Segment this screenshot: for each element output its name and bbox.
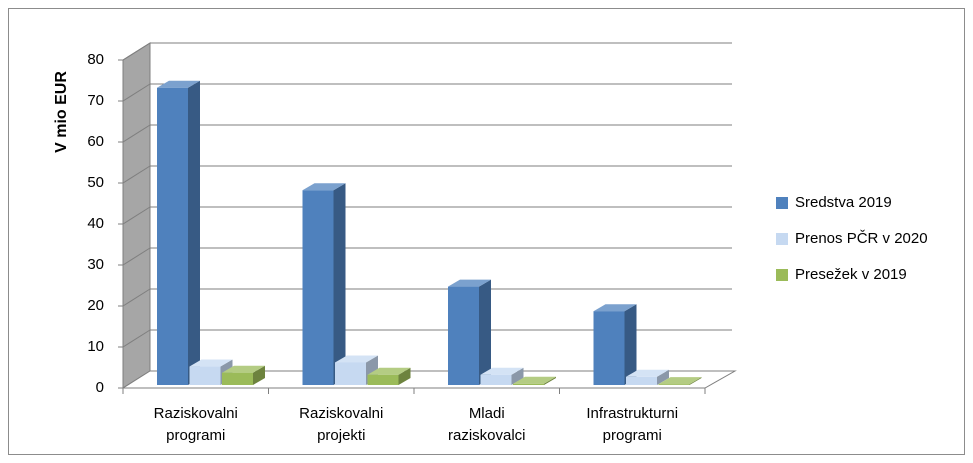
bar-side <box>544 376 556 385</box>
bar <box>157 80 200 385</box>
bar-side <box>479 279 491 385</box>
bar-top <box>658 377 702 385</box>
y-tick-label: 70 <box>87 92 104 109</box>
legend-label: Prenos PČR v 2020 <box>795 230 928 247</box>
y-tick-label: 30 <box>87 256 104 273</box>
side-grid-line <box>122 288 151 307</box>
bar-front <box>593 311 625 385</box>
bar <box>626 369 669 385</box>
bar-front <box>335 362 366 385</box>
bar <box>593 304 637 385</box>
bar-side <box>253 365 265 385</box>
bar-front <box>189 366 221 385</box>
bar-top <box>335 355 378 363</box>
x-tick-label: Mladi raziskovalci <box>448 405 526 444</box>
bar <box>480 367 524 385</box>
bar-top <box>367 367 411 375</box>
legend-swatch <box>776 269 788 281</box>
bar-side <box>624 304 637 385</box>
y-tick-label: 20 <box>87 297 104 314</box>
x-tick-label: Infrastrukturni programi <box>586 405 678 444</box>
bar-front <box>626 376 657 385</box>
x-tick-label: Raziskovalni projekti <box>299 405 383 444</box>
bar-top <box>593 304 637 312</box>
x-tick-label: Raziskovalni programi <box>154 405 238 444</box>
bar-side <box>333 183 346 385</box>
bar-top <box>513 376 556 384</box>
bar <box>302 183 346 385</box>
legend-swatch <box>776 233 788 245</box>
bar <box>367 367 411 385</box>
bar <box>658 377 702 385</box>
bar-front <box>513 383 544 385</box>
bar-side <box>511 367 524 385</box>
legend-label: Presežek v 2019 <box>795 266 907 283</box>
bar-top <box>480 367 524 375</box>
bar <box>222 365 265 385</box>
bar-side <box>398 367 411 385</box>
y-tick-label: 60 <box>87 133 104 150</box>
bar-top <box>189 359 233 367</box>
bar <box>448 279 491 385</box>
bar-front <box>367 374 399 385</box>
bar-top <box>448 279 491 287</box>
bar-top <box>302 183 346 191</box>
legend-swatch <box>776 197 788 209</box>
side-grid-line <box>122 83 151 102</box>
y-tick-label: 0 <box>96 379 104 396</box>
y-tick-label: 10 <box>87 338 104 355</box>
bar-top <box>626 369 669 377</box>
side-grid-line <box>122 42 151 61</box>
bar-front <box>480 374 512 385</box>
legend-label: Sredstva 2019 <box>795 194 892 211</box>
side-grid-line <box>122 124 151 143</box>
y-tick-label: 50 <box>87 174 104 191</box>
bar-front <box>302 190 334 385</box>
side-grid-line <box>122 329 151 348</box>
bar <box>513 376 556 385</box>
bar-top <box>222 365 265 373</box>
bar-front <box>157 87 188 385</box>
y-axis-label: V mio EUR <box>53 71 70 153</box>
bar-side <box>657 369 669 385</box>
y-tick-label: 80 <box>87 51 104 68</box>
bar-front <box>222 372 253 385</box>
y-tick-label: 40 <box>87 215 104 232</box>
bar-front <box>448 286 479 385</box>
side-grid-line <box>122 206 151 225</box>
bar-front <box>658 384 690 385</box>
side-grid-line <box>122 247 151 266</box>
side-grid-line <box>122 165 151 184</box>
bar-top <box>157 80 200 88</box>
bar-side <box>689 377 702 385</box>
bar-side <box>188 80 200 385</box>
